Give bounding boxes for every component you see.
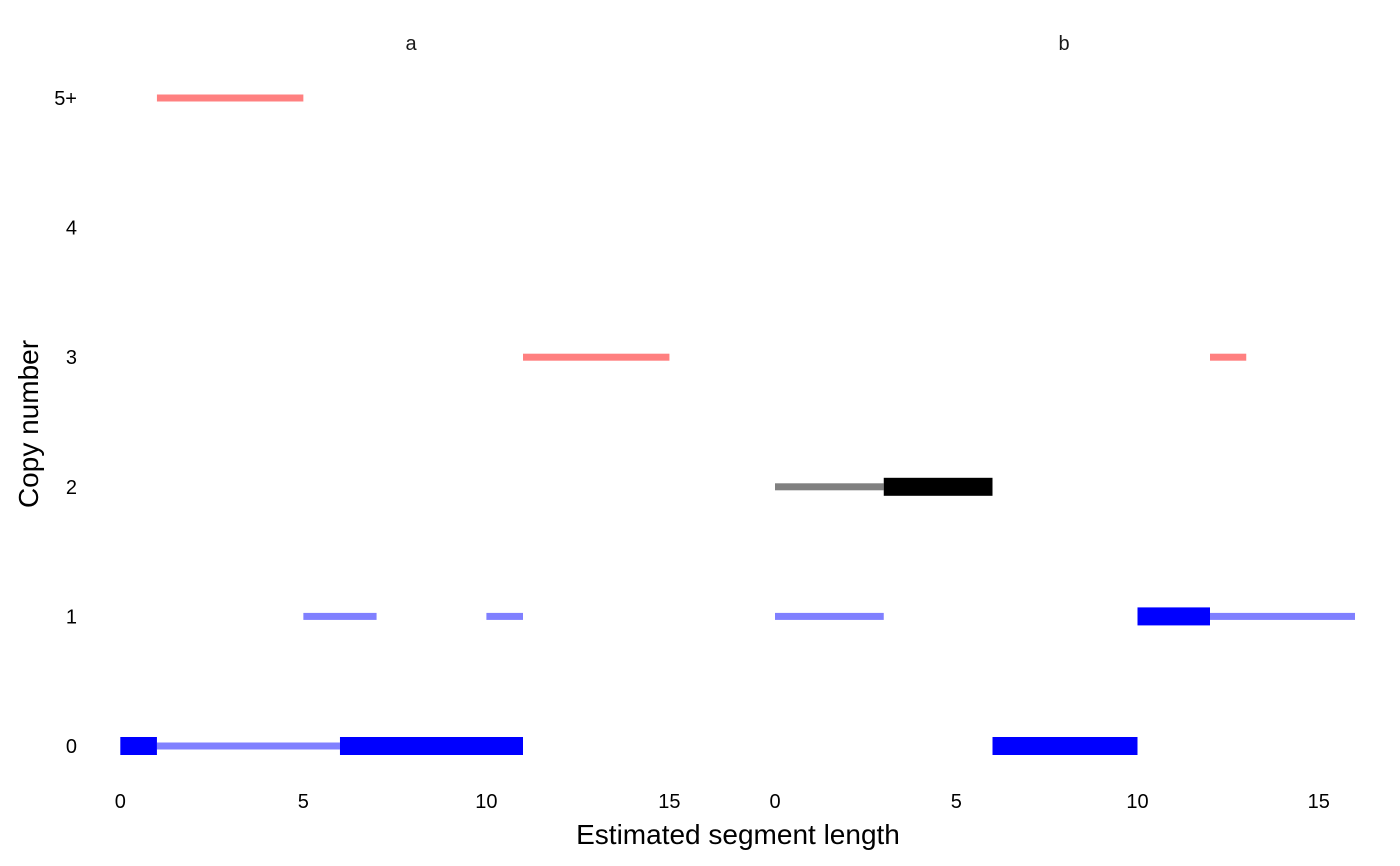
y-tick-label: 4 <box>66 218 77 240</box>
segment-bar <box>775 483 884 491</box>
x-tick-label: 10 <box>1126 791 1148 813</box>
segment-bar <box>775 612 884 620</box>
segment-bar <box>523 353 670 361</box>
x-tick-label: 0 <box>769 791 780 813</box>
x-tick-label: 10 <box>475 791 497 813</box>
segment-bar <box>1210 353 1247 361</box>
x-tick-label: 5 <box>951 791 962 813</box>
segment-bar <box>156 94 304 102</box>
segment-bar <box>1137 607 1210 626</box>
x-tick-label: 5 <box>298 791 309 813</box>
y-axis-title: Copy number <box>13 340 44 508</box>
segment-bar <box>1210 612 1355 620</box>
panel-a: a 0 5 10 15 <box>115 33 681 813</box>
y-tick-label: 2 <box>66 477 77 499</box>
y-tick-label: 1 <box>66 606 77 628</box>
y-tick-label: 0 <box>66 736 77 758</box>
y-axis: 0 1 2 3 4 5+ <box>54 88 77 758</box>
segment-bar <box>339 737 523 755</box>
panel-b: b 0 5 10 15 <box>769 33 1355 813</box>
segment-bar <box>120 737 157 755</box>
segment-bar <box>486 612 523 620</box>
x-tick-label: 15 <box>658 791 680 813</box>
segment-bar <box>992 737 1138 755</box>
y-tick-label: 5+ <box>54 88 77 110</box>
x-tick-label: 0 <box>115 791 126 813</box>
x-axis-title: Estimated segment length <box>576 819 900 850</box>
panel-b-title: b <box>1058 33 1069 55</box>
y-tick-label: 3 <box>66 347 77 369</box>
segment-bar <box>303 612 377 620</box>
segment-bar <box>883 477 993 496</box>
panel-a-title: a <box>405 33 417 55</box>
segment-bar <box>156 742 340 750</box>
x-tick-label: 15 <box>1308 791 1330 813</box>
